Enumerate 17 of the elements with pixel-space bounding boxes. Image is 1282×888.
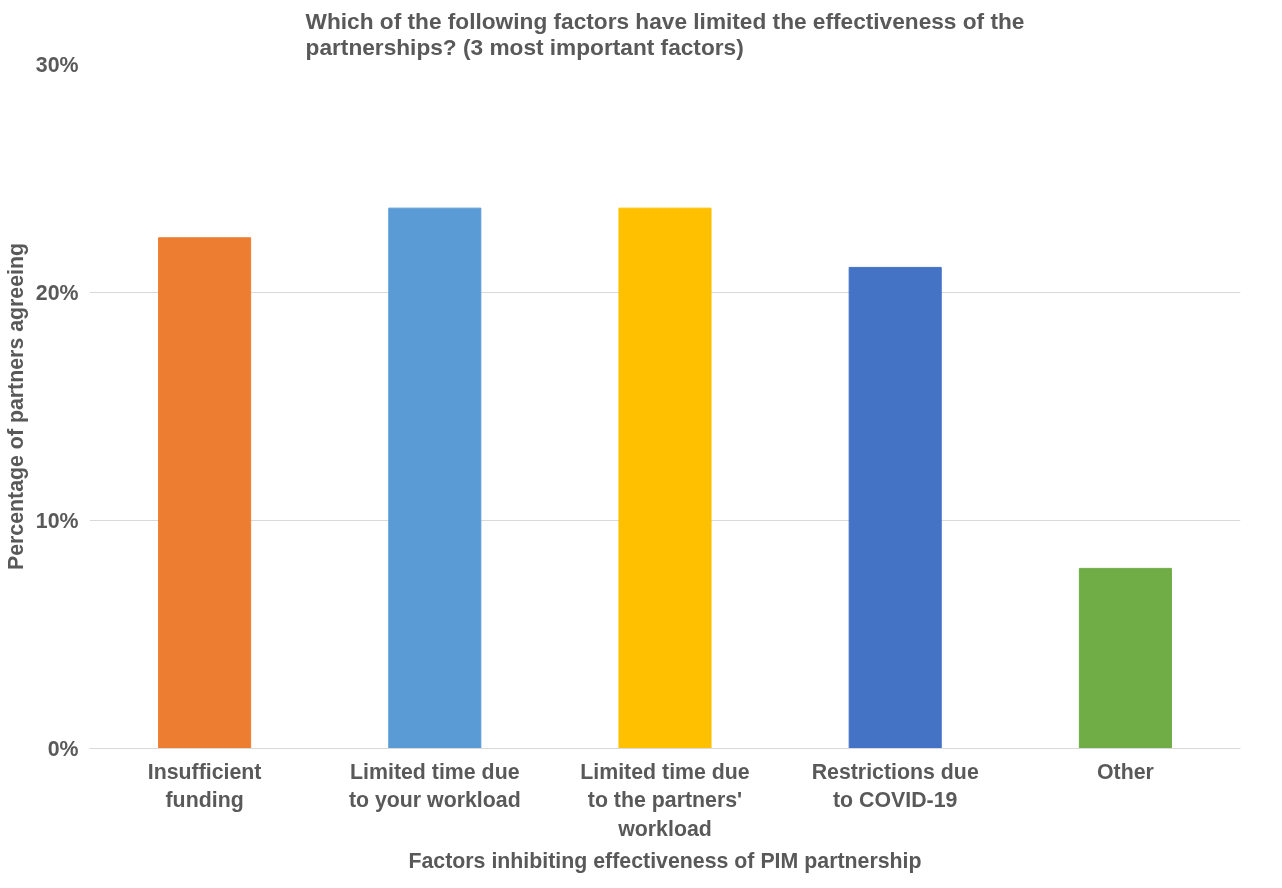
x-tick-label: Limited time due to your workload (348, 759, 521, 813)
chart-title: Which of the following factors have limited the effectiveness of the partnerships? (3 most important factors) (305, 7, 1025, 60)
x-axis-title: Factors inhibiting effectiveness of PIM partnership (408, 849, 922, 874)
bar (848, 266, 942, 749)
x-tick-label: Other (1096, 759, 1154, 784)
x-tick-label: Limited time due to the partners' workload (580, 759, 750, 842)
x-tick-label: Restrictions due to COVID-19 (811, 759, 979, 813)
bar (158, 237, 252, 749)
y-tick-label: 10% (35, 508, 79, 533)
bar (618, 207, 712, 749)
bar (388, 207, 482, 749)
y-tick-label: 30% (35, 52, 79, 77)
bar (1078, 567, 1172, 749)
y-tick-label: 0% (47, 736, 79, 761)
y-tick-label: 20% (35, 280, 79, 305)
y-axis-title: Percentage of partners agreeing (3, 242, 28, 571)
x-tick-label: Insufficient funding (147, 759, 262, 813)
